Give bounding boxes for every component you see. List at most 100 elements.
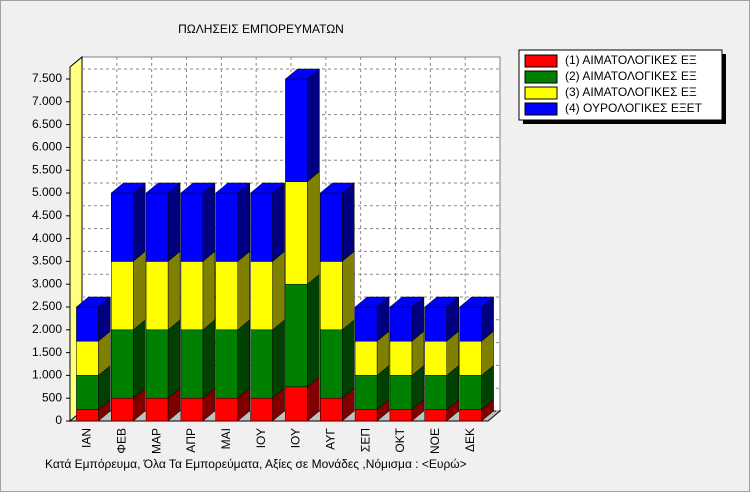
- bar-top: [389, 296, 425, 308]
- bar-segment: [250, 192, 273, 262]
- bar-side: [272, 319, 285, 399]
- bar-top: [319, 182, 355, 194]
- y-tick-label: 1.000: [32, 368, 62, 382]
- bar-top: [75, 296, 112, 308]
- bar-side: [202, 250, 216, 331]
- bar-segment: [354, 409, 378, 422]
- bar-segment: [320, 397, 343, 422]
- bar-side: [202, 319, 216, 399]
- bar-top: [424, 296, 460, 308]
- x-tick-label: ΑΠΡ: [184, 428, 198, 453]
- legend-swatch: [524, 102, 558, 116]
- x-tick-label: ΟΚΤ: [393, 427, 407, 452]
- bar-segment: [180, 192, 204, 262]
- bar-top: [180, 182, 216, 194]
- y-tick-label: 6.500: [32, 117, 62, 131]
- x-tick-label: ΣΕΠ: [358, 428, 372, 452]
- x-tick-label: ΜΑΡ: [149, 428, 163, 454]
- legend-swatch: [524, 86, 558, 100]
- bar-top: [249, 182, 286, 194]
- bar-segment: [250, 329, 273, 399]
- bar-side: [342, 319, 355, 399]
- bar-segment: [285, 78, 308, 182]
- legend-swatch: [524, 54, 558, 68]
- y-tick-label: 2.500: [32, 299, 62, 313]
- bar-segment: [76, 375, 99, 410]
- bar-side: [237, 250, 250, 331]
- legend-label: (3) ΑΙΜΑΤΟΛΟΓΙΚΕΣ ΕΞ: [565, 85, 697, 99]
- bar-segment: [145, 329, 169, 399]
- bar-segment: [180, 329, 204, 399]
- bar-segment: [424, 375, 447, 410]
- x-tick-label: ΙΟΥ: [289, 428, 303, 448]
- bar-segment: [111, 192, 134, 262]
- bar-segment: [180, 397, 204, 422]
- bar-side: [133, 250, 146, 331]
- bar-side: [167, 319, 181, 399]
- legend-swatch: [524, 70, 558, 84]
- bar-segment: [320, 329, 343, 399]
- bar-segment: [389, 409, 413, 422]
- bar-segment: [180, 261, 204, 331]
- bar-segment: [250, 397, 273, 422]
- x-tick-label: ΝΟΕ: [428, 428, 442, 454]
- bar-segment: [215, 261, 238, 331]
- bar-segment: [389, 375, 413, 410]
- y-tick-label: 6.000: [32, 140, 62, 154]
- x-tick-label: ΙΑΝ: [80, 428, 94, 448]
- bar-segment: [459, 340, 482, 376]
- y-tick-label: 3.500: [32, 254, 62, 268]
- bar-top: [145, 182, 181, 194]
- bar-side: [342, 250, 355, 331]
- bar-segment: [145, 261, 169, 331]
- chart-title: ΠΩΛΗΣΕΙΣ ΕΜΠΟΡΕΥΜΑΤΩΝ: [178, 22, 344, 36]
- y-tick-label: 1.500: [32, 345, 62, 359]
- bar-side: [272, 182, 285, 262]
- bar-segment: [145, 397, 169, 422]
- bar-side: [133, 182, 146, 262]
- bar-top: [284, 68, 321, 80]
- bar-side: [237, 182, 250, 262]
- bar-segment: [424, 409, 447, 422]
- bar-top: [215, 182, 251, 194]
- bar-segment: [111, 397, 134, 422]
- bar-segment: [389, 340, 413, 376]
- bar-segment: [111, 261, 134, 331]
- bar-segment: [215, 192, 238, 262]
- x-tick-label: ΑΥΓ: [323, 428, 337, 450]
- y-tick-label: 500: [42, 390, 62, 404]
- bar-side: [167, 250, 181, 331]
- bar-segment: [354, 375, 378, 410]
- bar-side: [307, 273, 320, 388]
- bar-side: [307, 68, 320, 183]
- bar-segment: [459, 375, 482, 410]
- bar-segment: [250, 261, 273, 331]
- y-tick-label: 7.000: [32, 94, 62, 108]
- bar-side: [167, 182, 181, 262]
- bar-segment: [285, 283, 308, 388]
- x-tick-label: ΔΕΚ: [463, 428, 477, 452]
- bar-segment: [76, 306, 99, 342]
- bar-segment: [285, 181, 308, 285]
- legend-label: (1) ΑΙΜΑΤΟΛΟΓΙΚΕΣ ΕΞ: [565, 53, 697, 67]
- legend-label: (4) ΟΥΡΟΛΟΓΙΚΕΣ ΕΞΕΤ: [565, 101, 703, 115]
- y-tick-label: 2.000: [32, 322, 62, 336]
- bar-segment: [320, 261, 343, 331]
- bar-segment: [285, 386, 308, 422]
- x-tick-label: ΙΟΥ: [254, 428, 268, 448]
- y-tick-label: 4.000: [32, 231, 62, 245]
- bar-segment: [459, 409, 482, 422]
- bar-segment: [111, 329, 134, 399]
- bar-segment: [320, 192, 343, 262]
- legend-label: (2) ΑΙΜΑΤΟΛΟΓΙΚΕΣ ΕΞ: [565, 69, 697, 83]
- y-tick-label: 3.000: [32, 276, 62, 290]
- bar-segment: [354, 340, 378, 376]
- y-tick-label: 5.000: [32, 185, 62, 199]
- y-tick-label: 4.500: [32, 208, 62, 222]
- x-tick-label: ΦΕΒ: [114, 428, 128, 454]
- bar-side: [202, 182, 216, 262]
- chart-subtitle: Κατά Εμπόρευμα, Όλα Τα Εμπορεύματα, Αξίε…: [45, 457, 467, 471]
- bar-top: [110, 182, 146, 194]
- bar-segment: [76, 340, 99, 376]
